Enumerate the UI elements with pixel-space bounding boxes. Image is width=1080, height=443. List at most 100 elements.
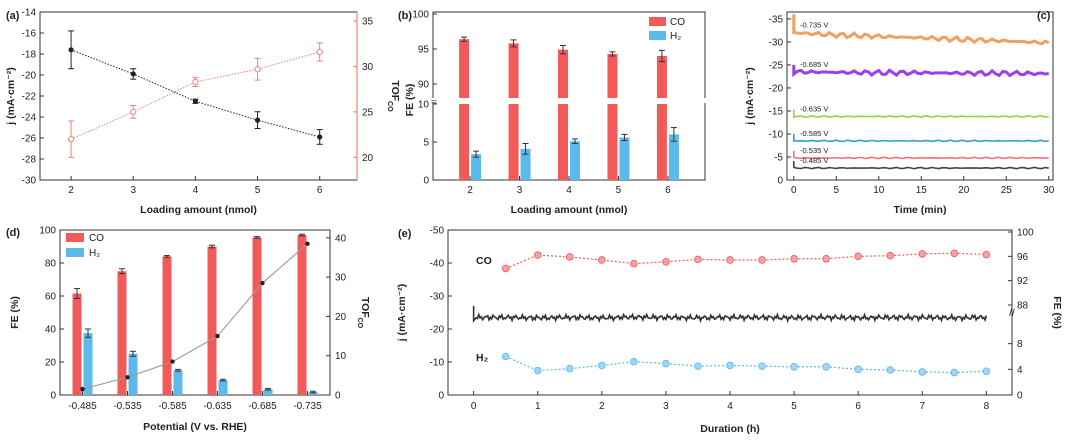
panel-b-bar-H2	[471, 154, 482, 180]
panel-d-y2tick-label: 20	[335, 312, 347, 323]
panel-e-series-label-CO: CO	[476, 255, 492, 267]
panel-b-bar-CO-lower	[656, 104, 667, 180]
panel-d-legend-swatch-H2	[66, 248, 84, 257]
panel-a-xtick-label: 4	[193, 185, 199, 196]
panel-d-ytick-label: 20	[45, 358, 57, 369]
panel-b-ytick-label: 95	[418, 45, 430, 56]
panel-e-y2tick-label: 88	[1017, 301, 1029, 312]
panel-b-errbar-H2	[522, 143, 529, 155]
panel-e-point-CO	[662, 258, 670, 266]
panel-e-ytick-label: -40	[430, 259, 445, 270]
panel-d-bar-H2	[218, 380, 228, 395]
panel-e-ytick-label: -30	[430, 292, 445, 303]
panel-e-point-H2	[726, 361, 734, 370]
panel-a-point-j	[254, 117, 261, 123]
panel-d-ylabel: FE (%)	[9, 296, 21, 329]
panel-b-legend-swatch-H2	[649, 31, 666, 40]
panel-d-errbar-H2	[265, 387, 271, 391]
panel-a-y2tick-label: 20	[362, 153, 374, 164]
panel-d-xtick-label: -0.585	[158, 401, 187, 412]
panel-a-ytick-label: -22	[22, 92, 37, 103]
panel-b-label: (b)	[398, 10, 412, 22]
panel-e-point-CO	[501, 264, 510, 273]
panel-a-ytick-label: -26	[22, 134, 37, 145]
panel-c-label: (c)	[1037, 10, 1051, 22]
panel-d-bar-CO	[72, 293, 82, 395]
panel-e-point-H2	[854, 365, 862, 374]
panel-d-errbar-H2	[85, 328, 91, 338]
panel-b-bar-H2	[520, 148, 531, 180]
panel-b-bar-CO	[558, 49, 568, 98]
panel-e-xtick-label: 4	[727, 401, 733, 412]
panel-c-ytick-label: 0	[777, 176, 783, 187]
panel-d-y2tick-label: 30	[335, 273, 347, 284]
panel-b-xtick-label: 5	[616, 185, 622, 196]
panel-d-point-TOF	[260, 280, 265, 286]
panel-c-xtick-label: 0	[791, 185, 797, 196]
panel-c-line	[792, 64, 1049, 78]
panel-e-y2tick-label: 96	[1017, 252, 1029, 263]
panel-d-bar-H2	[128, 353, 138, 395]
panel-e-point-H2	[533, 366, 542, 375]
panel-d-bar-CO	[162, 256, 172, 395]
panel-b-bar-H2	[570, 141, 580, 180]
panel-c-ytick-label: -15	[769, 106, 784, 117]
panel-b-ytick-label: 0	[423, 176, 429, 187]
panel-e-point-H2	[886, 366, 895, 374]
panel-d-ytick-label: 60	[45, 292, 57, 303]
panel-e-ylabel: j (mA·cm⁻²)	[396, 284, 408, 342]
panel-e-point-CO	[533, 251, 542, 259]
panel-e-point-H2	[662, 359, 670, 368]
panel-e-xtick-label: 2	[599, 401, 605, 412]
panel-e-point-CO	[790, 254, 798, 263]
panel-e-line-j	[472, 305, 988, 324]
panel-c-series-label: -0.585 V	[800, 129, 828, 138]
panel-a-xtick-label: 3	[130, 185, 136, 196]
panel-c-ytick-label: -25	[769, 60, 784, 71]
panel-c-series-label: -0.685 V	[800, 60, 828, 69]
panel-a-xtick-label: 6	[317, 185, 323, 196]
panel-e-xlabel: Duration (h)	[700, 423, 760, 435]
panel-e-line-CO	[505, 252, 987, 270]
panel-e-point-H2	[758, 362, 766, 370]
panel-c-series-label: -0.635 V	[800, 104, 828, 113]
panel-b-legend-CO: CO	[670, 17, 685, 28]
panel-b-ytick-label: 5	[423, 138, 429, 149]
panel-e-ytick-label: -20	[430, 325, 445, 336]
panel-b-ytick-label: 100	[412, 10, 429, 21]
panel-d-errbar-CO	[254, 236, 260, 239]
panel-e-point-H2	[918, 368, 927, 376]
panel-e-xtick-label: 8	[984, 401, 990, 412]
panel-b-errbar-CO	[560, 45, 566, 55]
panel-d-label: (d)	[6, 227, 20, 239]
panel-d-bar-CO	[207, 246, 217, 395]
panel-d-errbar-CO	[164, 255, 170, 258]
panel-a-point-TOF_CO	[316, 48, 323, 56]
panel-e-point-CO	[822, 254, 830, 263]
panel-e-point-H2	[501, 352, 510, 361]
panel-d-line-TOF	[82, 243, 308, 390]
panel-e-point-CO	[598, 256, 606, 264]
panel-d-point-TOF	[80, 386, 85, 392]
panel-a-point-TOF_CO	[67, 136, 75, 143]
panel-d-bar-CO	[117, 271, 127, 395]
panel-e-point-CO	[694, 255, 702, 264]
panel-d-ytick-label: 0	[50, 391, 56, 402]
panel-a-point-j	[192, 98, 198, 104]
panel-a-point-j	[317, 134, 323, 140]
panel-b-xtick-label: 4	[566, 185, 572, 196]
panel-d-xtick-label: -0.685	[248, 401, 277, 412]
panel-a-y2tick-label: 25	[362, 107, 374, 118]
panel-e-xtick-label: 3	[663, 401, 669, 412]
panel-b-ytick-label: 10	[418, 100, 430, 111]
panel-c-xtick-label: 10	[873, 185, 885, 196]
panel-c-ylabel: j (mA·cm⁻²)	[744, 67, 756, 125]
panel-b-errbar-CO	[609, 51, 616, 57]
panel-a-line-TOF_CO	[70, 51, 320, 140]
panel-d-y2label: TOFCO	[357, 297, 372, 329]
panel-c-ytick-label: -20	[769, 83, 784, 94]
panel-d-errbar-CO	[299, 233, 305, 237]
panel-d-xtick-label: -0.635	[203, 401, 232, 412]
panel-d-errbar-H2	[220, 378, 226, 382]
